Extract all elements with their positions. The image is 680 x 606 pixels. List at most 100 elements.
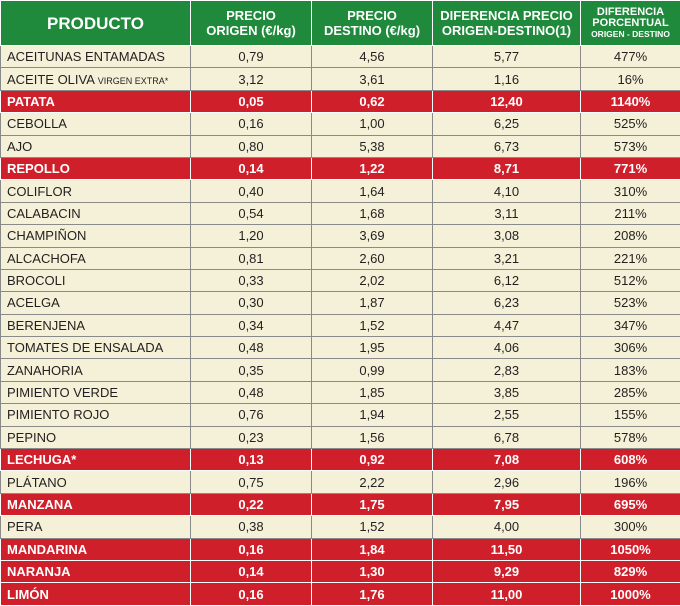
cell-diferencia-precio: 4,06	[433, 337, 581, 359]
cell-precio-destino: 1,87	[312, 292, 433, 314]
header-precio-origen-line1: PRECIO	[193, 8, 309, 23]
cell-producto: PERA	[1, 516, 191, 538]
cell-producto: BERENJENA	[1, 314, 191, 336]
cell-precio-origen: 0,16	[191, 113, 312, 135]
header-precio-destino-line2: DESTINO (€/kg)	[314, 23, 430, 38]
cell-diferencia-porcentual: 771%	[581, 157, 680, 179]
producto-name: COLIFLOR	[7, 184, 72, 199]
cell-precio-origen: 0,48	[191, 381, 312, 403]
producto-name: ACEITE OLIVA	[7, 72, 98, 87]
cell-precio-origen: 0,79	[191, 46, 312, 68]
header-diferencia-porcentual-line3: ORIGEN - DESTINO	[583, 29, 678, 39]
cell-precio-destino: 2,60	[312, 247, 433, 269]
producto-name: PIMIENTO VERDE	[7, 385, 118, 400]
producto-name: ACEITUNAS ENTAMADAS	[7, 49, 165, 64]
cell-diferencia-porcentual: 347%	[581, 314, 680, 336]
producto-name: PLÁTANO	[7, 475, 67, 490]
cell-diferencia-porcentual: 285%	[581, 381, 680, 403]
cell-diferencia-porcentual: 573%	[581, 135, 680, 157]
cell-precio-destino: 4,56	[312, 46, 433, 68]
header-precio-origen: PRECIO ORIGEN (€/kg)	[191, 1, 312, 46]
cell-precio-origen: 0,54	[191, 202, 312, 224]
cell-precio-destino: 2,22	[312, 471, 433, 493]
cell-diferencia-porcentual: 306%	[581, 337, 680, 359]
cell-diferencia-porcentual: 523%	[581, 292, 680, 314]
cell-producto: PATATA	[1, 90, 191, 112]
cell-producto: COLIFLOR	[1, 180, 191, 202]
cell-precio-origen: 0,38	[191, 516, 312, 538]
cell-producto: ACEITUNAS ENTAMADAS	[1, 46, 191, 68]
cell-precio-origen: 0,16	[191, 538, 312, 560]
cell-diferencia-precio: 2,96	[433, 471, 581, 493]
cell-diferencia-precio: 4,00	[433, 516, 581, 538]
header-precio-destino-line1: PRECIO	[314, 8, 430, 23]
cell-precio-destino: 1,22	[312, 157, 433, 179]
cell-precio-origen: 0,76	[191, 404, 312, 426]
cell-precio-destino: 2,02	[312, 269, 433, 291]
header-diferencia-porcentual: DIFERENCIA PORCENTUAL ORIGEN - DESTINO	[581, 1, 680, 46]
cell-diferencia-precio: 11,00	[433, 583, 581, 605]
cell-precio-origen: 0,40	[191, 180, 312, 202]
cell-precio-destino: 0,92	[312, 449, 433, 471]
cell-precio-destino: 1,52	[312, 516, 433, 538]
cell-diferencia-porcentual: 1000%	[581, 583, 680, 605]
producto-name: LECHUGA*	[7, 452, 76, 467]
cell-precio-destino: 5,38	[312, 135, 433, 157]
cell-diferencia-porcentual: 1140%	[581, 90, 680, 112]
cell-diferencia-precio: 7,08	[433, 449, 581, 471]
cell-diferencia-precio: 7,95	[433, 493, 581, 515]
cell-producto: CEBOLLA	[1, 113, 191, 135]
cell-precio-origen: 0,35	[191, 359, 312, 381]
cell-precio-destino: 1,64	[312, 180, 433, 202]
cell-diferencia-porcentual: 525%	[581, 113, 680, 135]
cell-producto: ZANAHORIA	[1, 359, 191, 381]
cell-diferencia-porcentual: 608%	[581, 449, 680, 471]
cell-producto: MANZANA	[1, 493, 191, 515]
producto-name: ZANAHORIA	[7, 363, 83, 378]
cell-producto: PLÁTANO	[1, 471, 191, 493]
producto-name: PIMIENTO ROJO	[7, 407, 109, 422]
cell-precio-destino: 3,61	[312, 68, 433, 90]
cell-diferencia-porcentual: 183%	[581, 359, 680, 381]
cell-diferencia-porcentual: 208%	[581, 225, 680, 247]
cell-diferencia-porcentual: 1050%	[581, 538, 680, 560]
cell-diferencia-precio: 3,11	[433, 202, 581, 224]
cell-producto: LECHUGA*	[1, 449, 191, 471]
cell-precio-origen: 1,20	[191, 225, 312, 247]
cell-diferencia-porcentual: 477%	[581, 46, 680, 68]
cell-diferencia-porcentual: 829%	[581, 560, 680, 582]
cell-diferencia-precio: 11,50	[433, 538, 581, 560]
cell-diferencia-precio: 4,10	[433, 180, 581, 202]
producto-name: REPOLLO	[7, 161, 70, 176]
cell-diferencia-precio: 3,08	[433, 225, 581, 247]
cell-precio-origen: 0,14	[191, 560, 312, 582]
producto-name: ACELGA	[7, 295, 60, 310]
cell-diferencia-porcentual: 695%	[581, 493, 680, 515]
header-diferencia-precio: DIFERENCIA PRECIO ORIGEN-DESTINO(1)	[433, 1, 581, 46]
producto-name: CHAMPIÑON	[7, 228, 86, 243]
producto-name: CEBOLLA	[7, 116, 67, 131]
cell-producto: PIMIENTO ROJO	[1, 404, 191, 426]
producto-name: BROCOLI	[7, 273, 66, 288]
cell-precio-destino: 1,76	[312, 583, 433, 605]
cell-precio-destino: 0,62	[312, 90, 433, 112]
cell-diferencia-precio: 1,16	[433, 68, 581, 90]
cell-producto: AJO	[1, 135, 191, 157]
producto-name: PEPINO	[7, 430, 56, 445]
cell-diferencia-porcentual: 211%	[581, 202, 680, 224]
cell-precio-origen: 0,16	[191, 583, 312, 605]
